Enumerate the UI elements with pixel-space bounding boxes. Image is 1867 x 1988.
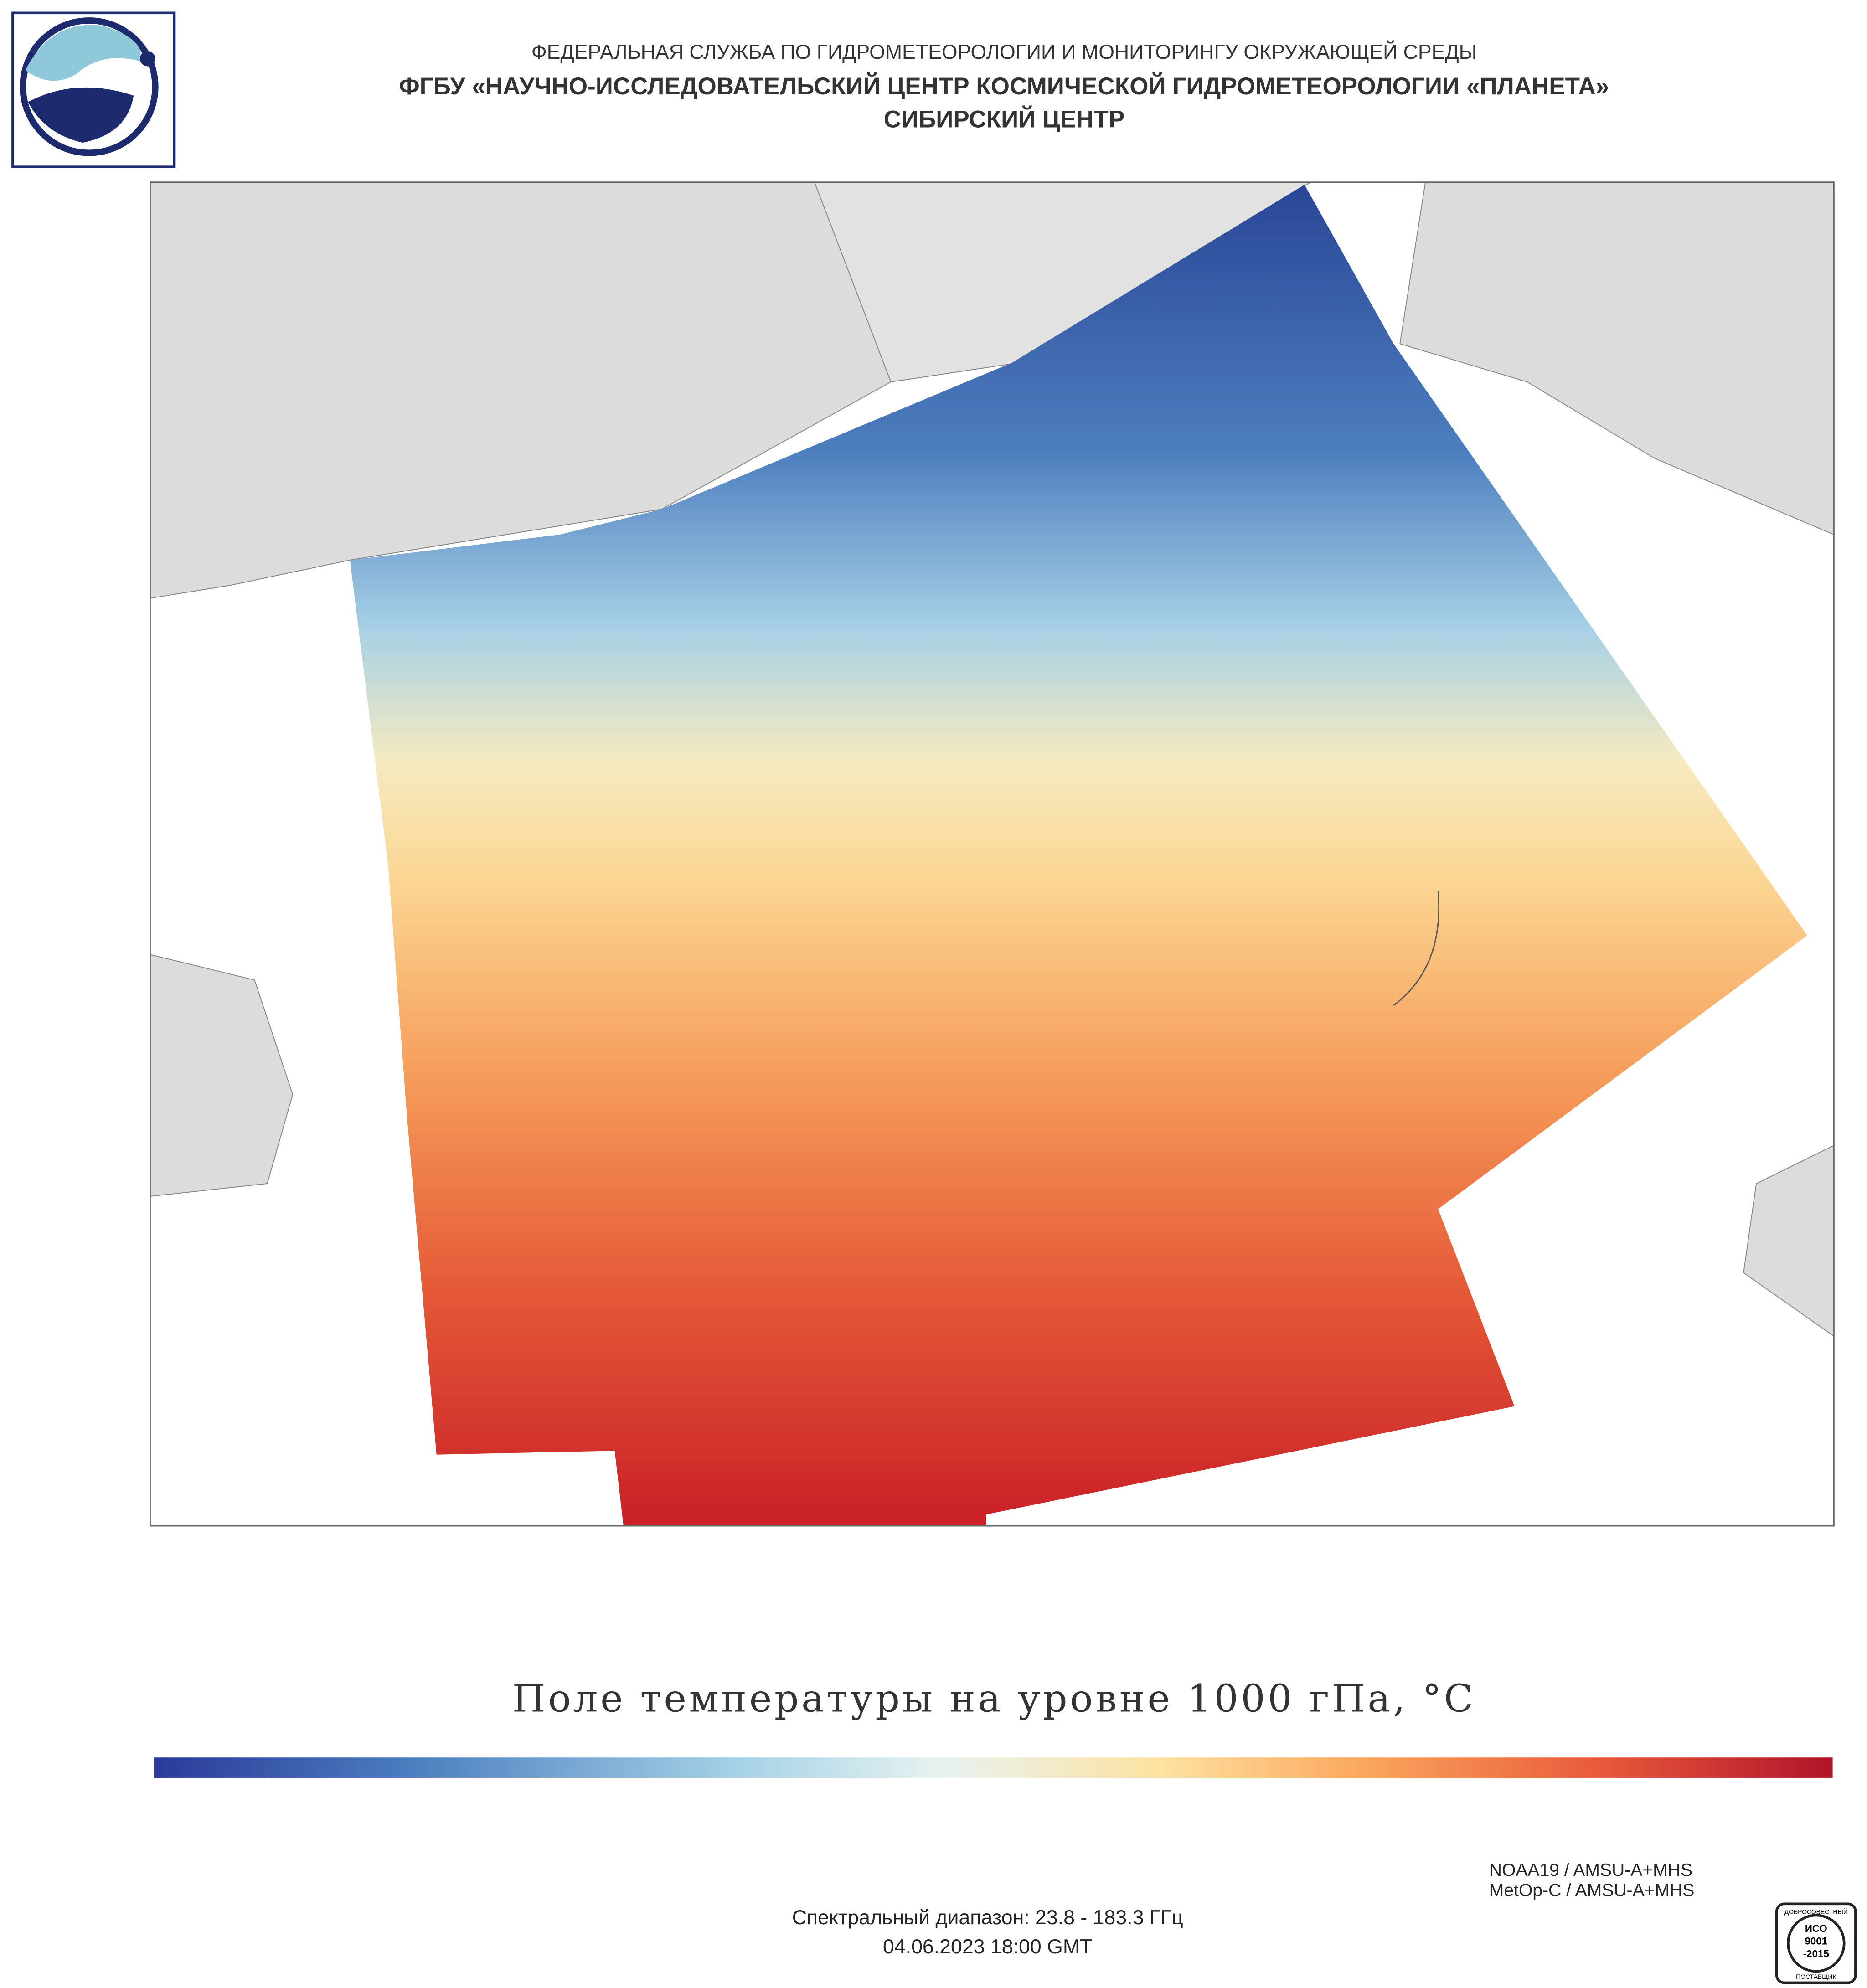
header-institute: ФГБУ «НАУЧНО-ИССЛЕДОВАТЕЛЬСКИЙ ЦЕНТР КОС… bbox=[399, 72, 1609, 100]
badge-text: ПОСТАВЩИК bbox=[1796, 1973, 1836, 1980]
logo bbox=[11, 11, 176, 168]
map bbox=[150, 182, 1834, 1526]
satellite: MetOp-C / AMSU-A+MHS bbox=[1489, 1881, 1695, 1900]
map-frame bbox=[150, 181, 1835, 1527]
header-center: СИБИРСКИЙ ЦЕНТР bbox=[884, 105, 1125, 133]
colorbar bbox=[154, 1757, 1833, 1778]
badge-text: ДОБРОСОВЕСТНЫЙ bbox=[1784, 1908, 1848, 1916]
iso-badge: ДОБРОСОВЕСТНЫЙ ИСО 9001 -2015 ПОСТАВЩИК bbox=[1775, 1902, 1857, 1984]
datetime: 04.06.2023 18:00 GMT bbox=[883, 1936, 1092, 1958]
badge-text: 9001 bbox=[1805, 1936, 1827, 1947]
spectral-range: Спектральный диапазон: 23.8 - 183.3 ГГц bbox=[792, 1906, 1183, 1929]
satellite: NOAA19 / AMSU-A+MHS bbox=[1489, 1860, 1692, 1880]
badge-text: -2015 bbox=[1803, 1948, 1829, 1960]
header-agency: ФЕДЕРАЛЬНАЯ СЛУЖБА ПО ГИДРОМЕТЕОРОЛОГИИ … bbox=[531, 40, 1477, 63]
temperature-field bbox=[350, 185, 1807, 1526]
badge-text: ИСО bbox=[1805, 1923, 1827, 1934]
colorbar-title: Поле температуры на уровне 1000 гПа, °C bbox=[512, 1676, 1476, 1721]
